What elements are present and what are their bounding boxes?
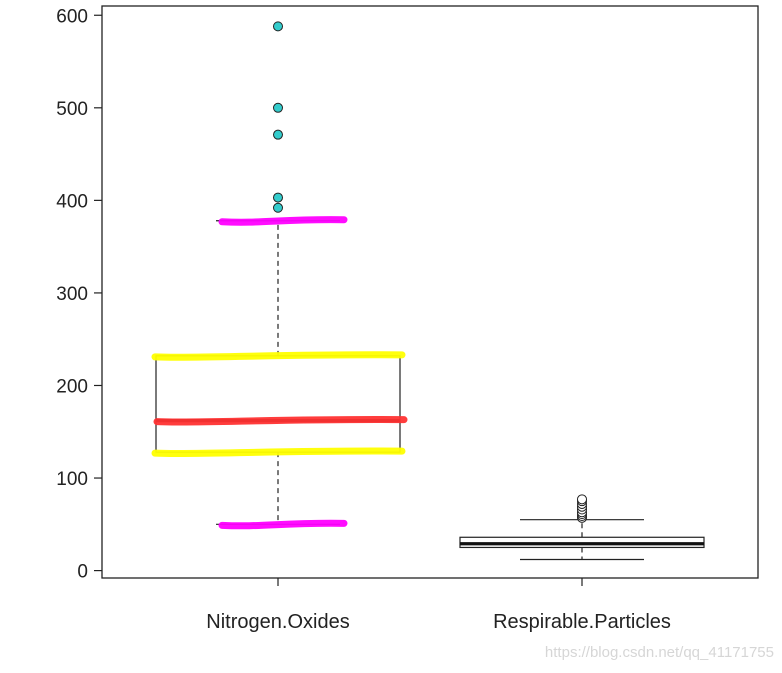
annotation-whisker-low <box>218 519 348 530</box>
y-tick-label: 500 <box>56 99 88 120</box>
x-category-label: Nitrogen.Oxides <box>206 611 349 633</box>
y-tick-label: 100 <box>56 469 88 490</box>
annotation-q3 <box>151 351 406 361</box>
y-tick-label: 400 <box>56 191 88 212</box>
y-tick-label: 300 <box>56 284 88 305</box>
annotation-whisker-high <box>218 216 348 226</box>
outlier-point <box>273 192 283 203</box>
y-tick-label: 600 <box>56 6 88 27</box>
annotation-q1 <box>151 447 406 458</box>
outlier-point <box>273 202 283 213</box>
x-category-label: Respirable.Particles <box>493 611 671 633</box>
plot-frame <box>101 5 759 579</box>
y-tick-label: 0 <box>77 562 88 583</box>
box-iqr <box>155 355 401 453</box>
annotation-median <box>153 416 408 426</box>
y-tick-label: 200 <box>56 376 88 397</box>
outlier-point <box>273 129 283 140</box>
outlier-point <box>273 21 283 32</box>
watermark-text: https://blog.csdn.net/qq_41171755 <box>544 644 774 661</box>
outlier-point <box>273 102 283 113</box>
outlier-point <box>577 494 587 505</box>
